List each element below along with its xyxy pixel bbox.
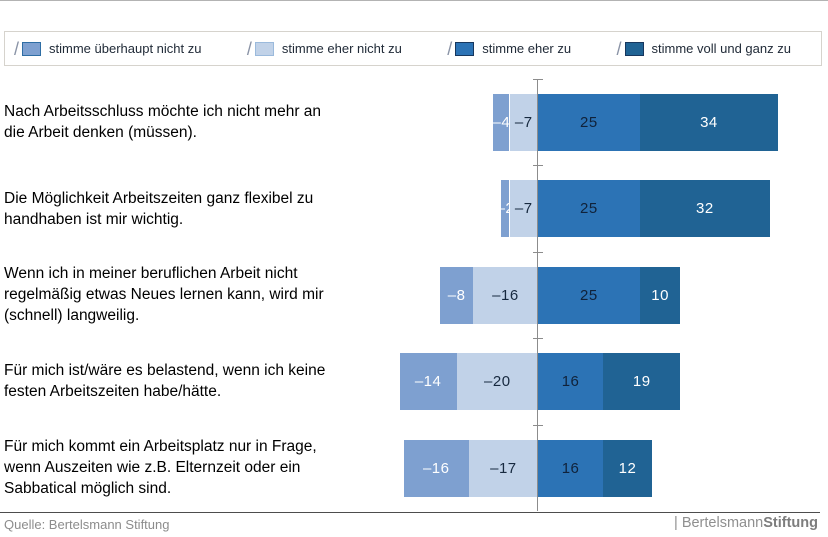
legend-swatch [22, 41, 42, 56]
legend-label: stimme voll und ganz zu [651, 41, 791, 56]
bar-value: –20 [484, 373, 511, 391]
bar-value: 34 [700, 114, 718, 131]
legend-swatch [624, 41, 644, 56]
bar-value: –17 [490, 459, 517, 477]
legend: / stimme überhaupt nicht zu / stimme eher n… [4, 31, 822, 66]
legend-item: / stimme eher zu [447, 38, 572, 59]
legend-label: stimme überhaupt nicht zu [49, 41, 202, 56]
bar-segment: 32 [639, 180, 770, 238]
legend-swatch [254, 41, 274, 56]
legend-item: / stimme voll und ganz zu [616, 38, 791, 59]
chart-row: Für mich ist/wäre es belastend, wenn ich… [0, 338, 828, 424]
bar-segment: –17 [468, 439, 538, 497]
chart-row: Nach Arbeitsschluss möchte ich nicht meh… [0, 79, 828, 165]
bar-value: 16 [561, 373, 580, 391]
bar-segment: 34 [639, 94, 779, 151]
chart-row: Die Möglichkeit Arbeitszeiten ganz flexi… [0, 165, 828, 251]
bar-segment: –8 [440, 266, 473, 324]
bar-segment: 16 [538, 439, 604, 497]
brand-logo: | BertelsmannStiftung [674, 515, 818, 531]
bar-segment: 10 [639, 266, 681, 324]
chart-row: Für mich kommt ein Arbeitsplatz nur in F… [0, 425, 828, 511]
bar-value: 25 [580, 286, 598, 304]
bar-value: 19 [632, 373, 651, 391]
row-label: Nach Arbeitsschluss möchte ich nicht meh… [4, 103, 322, 142]
bar-value: 32 [696, 200, 714, 218]
slash-icon: / [246, 38, 252, 59]
legend-swatch [455, 41, 475, 56]
bar-segment: 19 [603, 353, 681, 411]
bar-segment: 25 [538, 94, 640, 151]
chart-rows: Nach Arbeitsschluss möchte ich nicht meh… [0, 79, 828, 511]
bar-segment: –4 [492, 94, 511, 151]
bar-segment: –7 [509, 94, 538, 151]
footer-divider [0, 512, 820, 513]
bar-value: 25 [580, 114, 598, 131]
top-divider [0, 0, 828, 1]
bar-segment: –14 [399, 353, 457, 411]
row-label: Wenn ich in meiner beruflichen Arbeit ni… [4, 265, 324, 325]
bar-segment: 25 [538, 266, 640, 324]
legend-label: stimme eher zu [482, 41, 572, 56]
brand-bold: Stiftung [763, 515, 818, 531]
slash-icon: / [14, 38, 20, 59]
bar-value: –4 [492, 114, 511, 131]
legend-item: / stimme überhaupt nicht zu [14, 38, 202, 59]
bar-segment: –7 [509, 180, 538, 238]
bar-value: –16 [492, 286, 519, 304]
bar-value: –7 [514, 200, 533, 218]
bar-segment: 12 [603, 439, 652, 497]
bar-segment: 25 [538, 180, 640, 238]
legend-item: / stimme eher nicht zu [246, 38, 402, 59]
row-label: Für mich ist/wäre es belastend, wenn ich… [4, 362, 326, 401]
axis-tick [533, 251, 543, 253]
bar-value: 16 [561, 459, 580, 477]
axis-tick [533, 79, 543, 80]
axis-tick [533, 424, 543, 426]
axis-tick [533, 338, 543, 340]
bar-value: –2 [496, 200, 515, 218]
bar-segment: –16 [472, 266, 538, 324]
bar-segment: –16 [403, 439, 469, 497]
bar-value: –7 [514, 114, 533, 131]
chart-row: Wenn ich in meiner beruflichen Arbeit ni… [0, 252, 828, 338]
bar-segment: –20 [456, 353, 538, 411]
source-note: Quelle: Bertelsmann Stiftung [4, 517, 170, 532]
bar-value: –8 [447, 286, 466, 304]
axis-tick [533, 165, 543, 167]
brand-prefix: | Bertelsmann [674, 515, 764, 531]
bar-value: –16 [422, 459, 450, 477]
bar-segment: –2 [497, 180, 514, 238]
bar-segment: 16 [538, 353, 604, 411]
bar-value: –14 [414, 373, 442, 391]
bar-value: 10 [651, 286, 669, 304]
legend-label: stimme eher nicht zu [281, 41, 402, 56]
row-label: Die Möglichkeit Arbeitszeiten ganz flexi… [4, 189, 314, 228]
axis-line [537, 79, 538, 511]
slash-icon: / [616, 38, 622, 59]
bar-value: 12 [618, 459, 637, 477]
row-label: Für mich kommt ein Arbeitsplatz nur in F… [4, 438, 317, 498]
slash-icon: / [447, 38, 453, 59]
bar-value: 25 [580, 200, 598, 218]
